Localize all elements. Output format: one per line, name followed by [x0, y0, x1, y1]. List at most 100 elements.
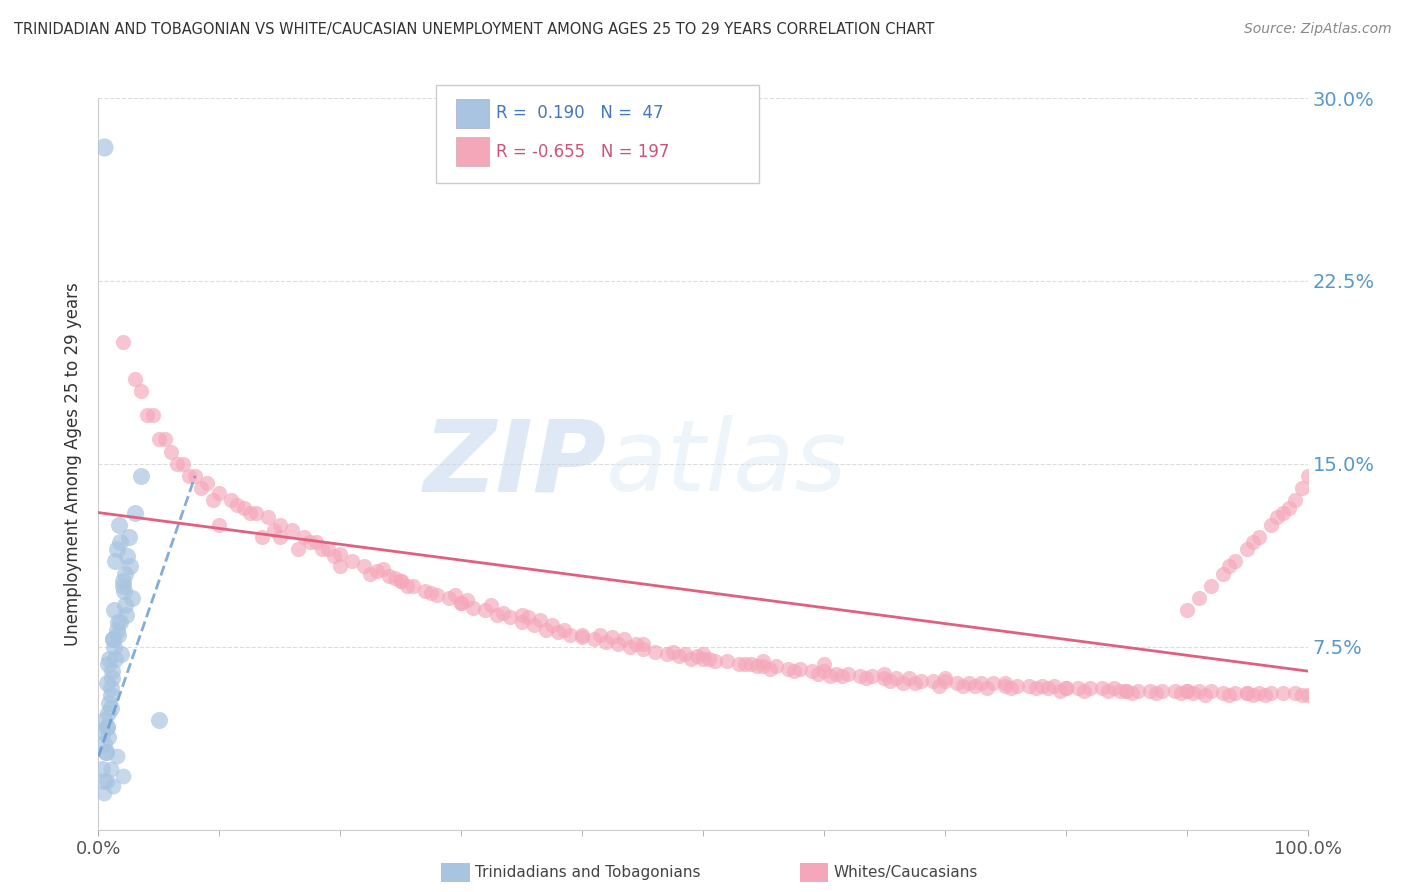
Point	[747, 659, 769, 673]
Point	[450, 596, 472, 610]
Point	[208, 486, 231, 500]
Point	[970, 676, 993, 690]
Point	[179, 469, 201, 483]
Point	[96, 720, 118, 734]
Point	[111, 579, 134, 593]
Point	[160, 444, 183, 458]
Point	[668, 649, 690, 664]
Point	[1170, 686, 1192, 700]
Point	[305, 534, 328, 549]
Point	[1036, 681, 1059, 695]
Point	[1272, 686, 1295, 700]
Point	[873, 672, 896, 686]
Point	[1115, 683, 1137, 698]
Text: R = -0.655   N = 197: R = -0.655 N = 197	[496, 143, 669, 161]
Text: R =  0.190   N =  47: R = 0.190 N = 47	[496, 104, 664, 122]
Point	[263, 523, 285, 537]
Point	[486, 607, 509, 622]
Point	[1260, 686, 1282, 700]
Point	[100, 681, 122, 695]
Point	[758, 662, 780, 676]
Point	[256, 510, 278, 524]
Point	[976, 681, 998, 695]
Point	[402, 579, 425, 593]
Point	[498, 610, 520, 624]
Point	[783, 664, 806, 678]
Point	[105, 749, 128, 764]
Point	[1000, 681, 1022, 695]
Point	[105, 623, 128, 637]
Point	[934, 673, 956, 688]
Point	[329, 547, 352, 561]
Point	[142, 408, 165, 422]
Point	[384, 571, 406, 585]
Point	[118, 530, 141, 544]
Point	[269, 517, 291, 532]
Point	[510, 607, 533, 622]
Point	[124, 506, 146, 520]
Point	[789, 662, 811, 676]
Text: atlas: atlas	[606, 416, 848, 512]
Point	[571, 627, 593, 641]
Point	[1254, 689, 1277, 703]
Text: ZIP: ZIP	[423, 416, 606, 512]
Point	[195, 476, 218, 491]
Point	[96, 676, 118, 690]
Point	[547, 625, 569, 640]
Point	[873, 666, 896, 681]
Point	[928, 679, 950, 693]
Point	[172, 457, 194, 471]
Point	[474, 603, 496, 617]
Point	[589, 627, 612, 641]
Point	[97, 706, 120, 720]
Point	[1218, 689, 1240, 703]
Point	[1236, 686, 1258, 700]
Point	[97, 657, 120, 671]
Point	[103, 640, 125, 654]
Point	[100, 672, 122, 686]
Point	[208, 517, 231, 532]
Point	[437, 591, 460, 605]
Point	[96, 773, 118, 788]
Point	[1291, 689, 1313, 703]
Point	[91, 762, 114, 776]
Point	[1236, 686, 1258, 700]
Point	[93, 786, 115, 800]
Point	[1296, 469, 1319, 483]
Point	[389, 574, 412, 588]
Point	[655, 647, 678, 661]
Point	[1007, 679, 1029, 693]
Point	[166, 457, 188, 471]
Point	[1218, 559, 1240, 574]
Point	[1175, 603, 1198, 617]
Point	[1163, 683, 1185, 698]
Point	[734, 657, 756, 671]
Point	[813, 657, 835, 671]
Point	[124, 371, 146, 385]
Point	[946, 676, 969, 690]
Point	[100, 700, 122, 714]
Point	[716, 654, 738, 668]
Point	[728, 657, 751, 671]
Point	[110, 647, 132, 661]
Point	[1102, 681, 1125, 695]
Point	[965, 679, 987, 693]
Point	[129, 469, 152, 483]
Point	[825, 666, 848, 681]
Point	[831, 669, 853, 683]
Point	[1199, 683, 1222, 698]
Point	[1181, 686, 1204, 700]
Point	[1025, 681, 1047, 695]
Point	[904, 676, 927, 690]
Point	[752, 654, 775, 668]
Point	[1223, 686, 1246, 700]
Point	[1146, 686, 1168, 700]
Point	[93, 737, 115, 751]
Point	[1199, 579, 1222, 593]
Point	[135, 408, 157, 422]
Point	[98, 652, 121, 666]
Point	[413, 583, 436, 598]
Point	[115, 607, 138, 622]
Point	[281, 523, 304, 537]
Point	[112, 583, 135, 598]
